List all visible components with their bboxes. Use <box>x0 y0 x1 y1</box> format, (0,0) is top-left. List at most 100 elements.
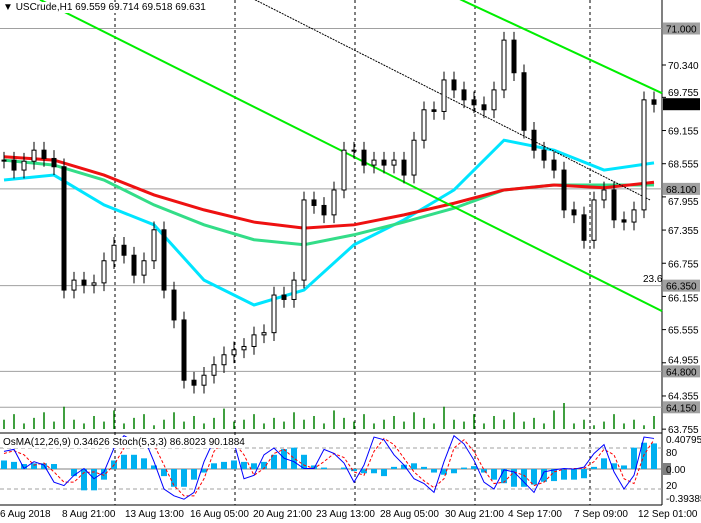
osma-label: OsMA(12,26,9) 0.34626 <box>3 437 110 448</box>
candle-body <box>261 332 267 336</box>
candle-body <box>421 109 427 141</box>
candle-body <box>471 99 477 106</box>
candle-body <box>521 72 527 131</box>
osma-bar <box>11 461 17 469</box>
moving-average-line <box>3 138 655 307</box>
osma-bar <box>1 460 7 469</box>
osma-bar <box>511 469 517 487</box>
osma-bar <box>631 447 637 469</box>
main-pane <box>0 0 662 432</box>
dropdown-triangle-icon[interactable]: ▼ <box>3 2 13 13</box>
osma-bar <box>141 458 147 469</box>
time-tick-label: 7 Sep 09:00 <box>574 509 628 520</box>
candle-body <box>21 160 27 171</box>
candle-body <box>351 149 357 152</box>
candle-body <box>91 282 97 286</box>
osma-bar <box>51 464 57 469</box>
osma-bar <box>181 469 187 487</box>
osma-bar <box>271 454 277 469</box>
candle-body <box>101 260 107 284</box>
osma-bar <box>71 469 77 477</box>
candle-body <box>321 204 327 216</box>
osma-bar <box>311 465 317 469</box>
symbol-label: USCrude,H1 <box>15 2 73 13</box>
osma-bar <box>421 466 427 469</box>
osma-bar <box>261 461 267 469</box>
candle-body <box>401 159 407 176</box>
candle-body <box>131 254 137 276</box>
osma-bar <box>361 469 367 474</box>
price-tick-label: 64.355 <box>668 391 699 402</box>
osma-bar <box>531 469 537 485</box>
trend-channel-line <box>459 0 663 95</box>
time-tick-label: 30 Aug 21:00 <box>445 509 504 520</box>
osma-bar <box>611 463 617 469</box>
candle-body <box>441 79 447 112</box>
candle-body <box>391 159 397 166</box>
osma-bar <box>131 454 137 469</box>
candle-body <box>381 159 387 166</box>
osma-bar <box>371 469 377 474</box>
osma-bar <box>401 464 407 469</box>
osma-bar <box>101 469 107 480</box>
osma-bar <box>121 454 127 469</box>
trend-channel-line <box>254 0 651 201</box>
osma-bar <box>581 469 587 479</box>
zero-box <box>663 463 671 475</box>
time-tick-label: 6 Aug 2018 <box>0 509 51 520</box>
level-price-label: 71.000 <box>666 25 697 36</box>
osma-bar <box>481 469 487 473</box>
candle-body <box>331 189 337 216</box>
level-price-label: 66.350 <box>666 282 697 293</box>
level-price-label: 64.150 <box>666 403 697 414</box>
osma-bar <box>411 463 417 469</box>
candle-body <box>191 379 197 386</box>
time-tick-label: 4 Sep 17:00 <box>508 509 562 520</box>
osma-bar <box>521 469 527 487</box>
candle-body <box>361 149 367 166</box>
osma-bar <box>621 465 627 469</box>
level-price-box <box>663 22 700 35</box>
candle-body <box>291 279 297 300</box>
candle-body <box>81 279 87 286</box>
candle-body <box>491 89 497 111</box>
candle-body <box>181 319 187 381</box>
stoch-label: Stoch(5,3,3) 86.8023 90.1884 <box>112 437 245 448</box>
osma-bar <box>441 469 447 475</box>
candle-body <box>281 294 287 300</box>
level-price-label: 64.800 <box>666 367 697 378</box>
osma-bar <box>201 469 207 473</box>
time-tick-label: 13 Aug 13:00 <box>125 509 184 520</box>
osma-bar <box>81 469 87 491</box>
osma-bar <box>41 463 47 469</box>
osma-bar <box>221 461 227 469</box>
candle-body <box>221 354 227 366</box>
candle-body <box>481 104 487 111</box>
candle-body <box>461 89 467 101</box>
candle-body <box>651 99 657 105</box>
osma-bar <box>31 463 37 469</box>
price-tick-label: 66.755 <box>668 259 699 270</box>
candle-body <box>141 260 147 276</box>
moving-average-line <box>3 155 655 230</box>
candle-body <box>111 244 117 262</box>
osma-bar <box>231 460 237 469</box>
candle-body <box>541 149 547 161</box>
osma-bar <box>541 469 547 482</box>
osma-bar <box>241 461 247 469</box>
candle-body <box>271 294 277 334</box>
osma-bar <box>301 454 307 469</box>
time-tick-label: 23 Aug 13:00 <box>316 509 375 520</box>
osma-bar <box>91 469 97 491</box>
osma-bar <box>471 466 477 469</box>
candle-body <box>641 99 647 211</box>
price-tick-label: 67.355 <box>668 226 699 237</box>
zero-label: 0.00 <box>666 465 686 476</box>
candle-body <box>31 149 37 162</box>
candle-body <box>511 39 517 74</box>
candle-body <box>71 279 77 291</box>
stoch-signal-line <box>3 437 655 497</box>
osma-bar <box>321 467 327 469</box>
candle-body <box>151 229 157 262</box>
